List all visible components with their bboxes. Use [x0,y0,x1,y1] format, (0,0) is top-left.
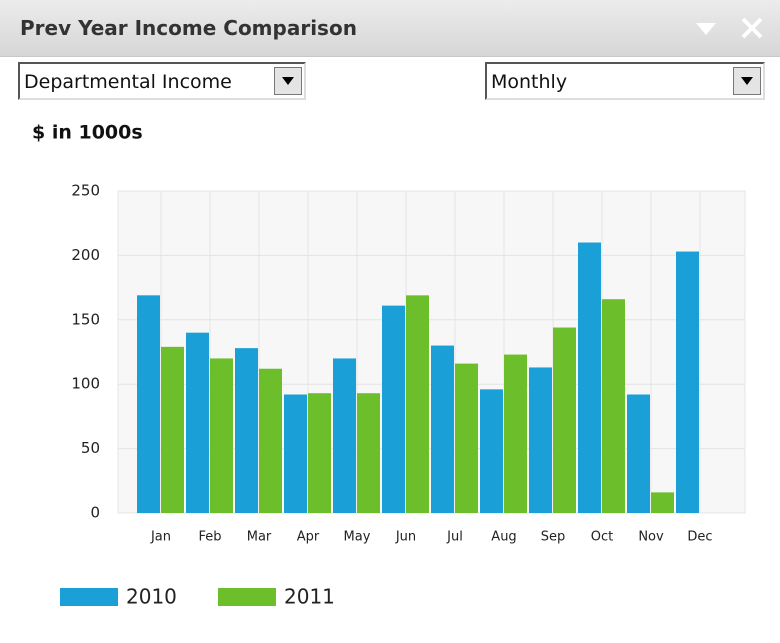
dropdown-arrow [733,67,761,95]
legend-label: 2011 [284,585,335,609]
y-tick-label: 150 [71,310,100,328]
bar [210,358,233,513]
x-tick-label: Nov [638,530,664,545]
bar [259,368,282,513]
dropdown-arrow [274,67,302,95]
report-dropdown[interactable]: Departmental Income [18,62,306,100]
bar [578,242,601,513]
y-tick-label: 100 [71,375,100,393]
close-button[interactable] [738,14,766,42]
bar [553,327,576,513]
dropdown-value: Departmental Income [24,71,232,93]
dropdown-value: Monthly [491,71,568,93]
period-dropdown[interactable]: Monthly [485,62,765,100]
x-tick-label: Jun [395,530,416,545]
bar [284,394,307,513]
bar [480,389,503,513]
x-tick-label: Apr [297,530,320,545]
bar [602,299,625,513]
widget-title: Prev Year Income Comparison [20,16,357,40]
x-tick-label: Oct [591,530,613,545]
x-tick-label: Dec [687,530,712,545]
bar [235,348,258,513]
bar [357,393,380,513]
x-tick-label: Feb [198,530,221,545]
x-tick-label: Mar [247,530,272,545]
legend-swatch [218,588,276,606]
bar [627,394,650,513]
bar [676,251,699,513]
x-tick-label: Aug [491,530,516,545]
y-tick-label: 200 [71,246,100,264]
legend-label: 2010 [126,585,177,609]
bar [308,393,331,513]
bar [382,305,405,513]
bar [137,295,160,513]
bar [431,345,454,513]
bar [455,363,478,513]
bar [186,332,209,513]
y-tick-label: 50 [81,439,100,457]
bar [529,367,552,513]
widget-header: Prev Year Income Comparison [0,0,780,57]
bar [333,358,356,513]
collapse-button[interactable] [692,14,720,42]
x-tick-label: Jan [150,530,171,545]
x-tick-label: Sep [541,530,566,545]
legend-swatch [60,588,118,606]
y-tick-label: 250 [71,182,100,200]
bar [161,346,184,513]
x-tick-label: Jul [446,530,463,545]
bar [651,492,674,513]
y-tick-label: 0 [90,504,100,522]
bar [406,295,429,513]
bar [504,354,527,513]
chart-title: $ in 1000s [32,122,143,144]
x-tick-label: May [344,530,371,545]
